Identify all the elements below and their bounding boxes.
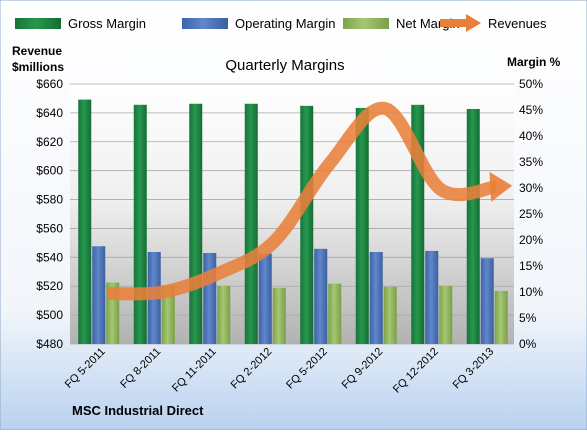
right-tick-label: 25% [519,207,543,221]
right-tick-label: 15% [519,259,543,273]
left-axis-label-line2: $millions [12,60,64,74]
left-tick-label: $480 [36,337,63,351]
right-tick-label: 20% [519,233,543,247]
bar-operating-margin [481,258,494,344]
right-tick-label: 5% [519,311,537,325]
right-tick-label: 50% [519,77,543,91]
right-axis-label: Margin % [507,55,561,69]
legend-swatch-gross-margin [15,18,61,29]
bar-gross-margin [78,100,91,344]
left-tick-label: $500 [36,308,63,322]
legend-swatch-operating-margin [182,18,228,29]
right-tick-label: 0% [519,337,537,351]
legend-label-operating-margin: Operating Margin [235,16,335,31]
legend-swatch-net-margin [343,18,389,29]
bar-gross-margin [467,109,480,344]
bar-gross-margin [300,106,313,344]
bar-gross-margin [245,104,258,344]
bar-net-margin [439,286,452,344]
bar-operating-margin [370,252,383,344]
bar-gross-margin [134,105,147,344]
bar-net-margin [384,287,397,344]
bar-net-margin [217,286,230,344]
left-tick-label: $640 [36,106,63,120]
chart-title: Quarterly Margins [225,57,344,74]
bar-operating-margin [203,253,216,344]
right-tick-label: 30% [519,181,543,195]
bar-operating-margin [314,249,327,344]
right-tick-label: 45% [519,103,543,117]
company-label: MSC Industrial Direct [72,403,204,418]
left-tick-label: $540 [36,250,63,264]
left-tick-label: $560 [36,221,63,235]
left-tick-label: $580 [36,193,63,207]
left-tick-label: $520 [36,279,63,293]
bar-gross-margin [189,104,202,344]
bar-net-margin [273,288,286,344]
right-tick-label: 10% [519,285,543,299]
bar-net-margin [495,291,508,344]
left-axis-label-line1: Revenue [12,44,62,58]
bar-operating-margin [92,246,105,344]
bar-operating-margin [259,254,272,344]
left-tick-label: $600 [36,164,63,178]
left-tick-label: $660 [36,77,63,91]
legend-label-gross-margin: Gross Margin [68,16,146,31]
left-tick-label: $620 [36,135,63,149]
bar-net-margin [328,284,341,344]
right-tick-label: 40% [519,129,543,143]
right-tick-label: 35% [519,155,543,169]
bar-operating-margin [425,251,438,344]
bar-gross-margin [356,108,369,344]
legend-label-revenues: Revenues [488,16,547,31]
